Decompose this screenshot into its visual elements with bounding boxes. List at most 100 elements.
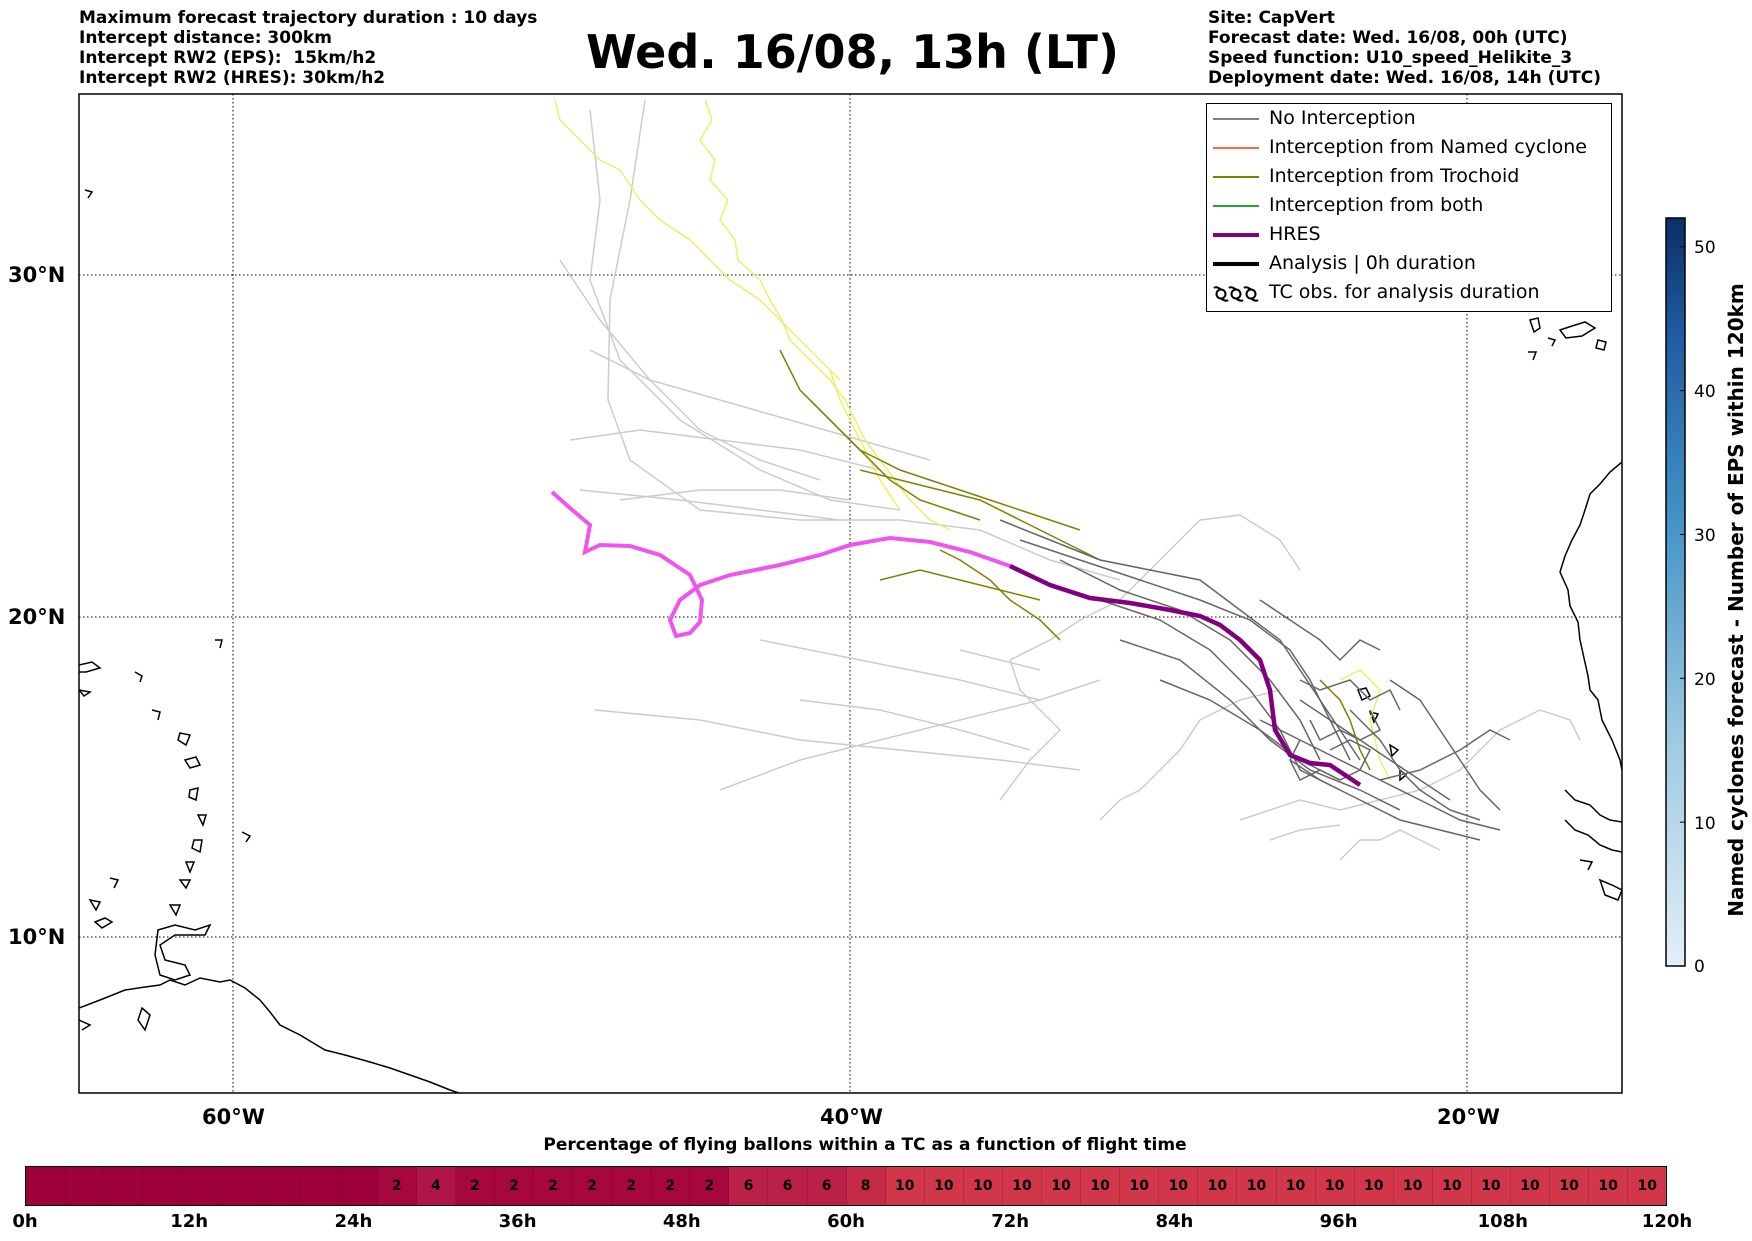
flight-bar-tick-label: 108h (1477, 1211, 1528, 1232)
legend-item-hres: HRES (1207, 220, 1611, 249)
lon-label-60w: 60°W (202, 1105, 265, 1129)
legend-swatch (1213, 147, 1259, 149)
colorbar-tick: 20 (1694, 670, 1716, 690)
flight-bar-segment: 4 (416, 1167, 456, 1205)
eps-trajectories-light (559, 99, 1581, 861)
lat-label-10n: 10°N (8, 925, 66, 949)
legend-label: Analysis | 0h duration (1269, 252, 1476, 274)
legend-label: Interception from Trochoid (1269, 165, 1520, 187)
legend-swatch (1213, 233, 1259, 237)
flight-bar-tick-label: 84h (1155, 1211, 1194, 1232)
flight-bar-segment: 2 (612, 1167, 652, 1205)
colorbar (1665, 217, 1686, 967)
legend-item-both: Interception from both (1207, 191, 1611, 220)
flight-bar-title: Percentage of flying ballons within a TC… (543, 1135, 1187, 1155)
colorbar-tick: 30 (1694, 526, 1716, 546)
flight-bar-segment: 10 (1589, 1167, 1629, 1205)
colorbar-label: Named cyclones forecast - Number of EPS … (1724, 283, 1748, 917)
lat-label-20n: 20°N (8, 605, 66, 629)
coastline (79, 189, 1622, 1093)
header-right-line: Site: CapVert (1208, 8, 1335, 28)
flight-bar-segment: 10 (1354, 1167, 1394, 1205)
flight-bar-tick-label: 96h (1319, 1211, 1358, 1232)
flight-bar-segment (26, 1167, 66, 1205)
colorbar-tick: 40 (1694, 382, 1716, 402)
hres-trajectory-bright (550, 490, 1011, 639)
legend-item-tc-obs: TC obs. for analysis duration (1207, 278, 1611, 307)
flight-bar-segment: 10 (1159, 1167, 1199, 1205)
flight-bar-segment: 10 (1081, 1167, 1121, 1205)
colorbar-tick: 10 (1694, 814, 1716, 834)
lat-label-30n: 30°N (8, 263, 66, 287)
flight-bar-segment: 10 (1471, 1167, 1511, 1205)
flight-bar-segment (260, 1167, 300, 1205)
legend-label: TC obs. for analysis duration (1269, 281, 1540, 303)
legend-item-named-cyclone: Interception from Named cyclone (1207, 133, 1611, 162)
header-left-line: Intercept RW2 (HRES): 30km/h2 (79, 68, 386, 88)
no-interception-trajectories (999, 519, 1511, 841)
flight-bar-segment: 10 (924, 1167, 964, 1205)
hres-trajectory (1009, 563, 1362, 787)
header-right-line: Forecast date: Wed. 16/08, 00h (UTC) (1208, 28, 1568, 48)
flight-bar-segment (338, 1167, 378, 1205)
legend-label: HRES (1269, 223, 1321, 245)
lon-label-20w: 20°W (1437, 1105, 1500, 1129)
flight-bar-segment: 10 (1237, 1167, 1277, 1205)
flight-bar-segment: 10 (1550, 1167, 1590, 1205)
colorbar-tick: 0 (1694, 957, 1705, 977)
flight-bar-segment: 10 (1042, 1167, 1082, 1205)
flight-bar-segment: 10 (1315, 1167, 1355, 1205)
colorbar-tick: 50 (1694, 238, 1716, 258)
flight-bar-segment: 10 (1120, 1167, 1160, 1205)
flight-bar-segment: 2 (651, 1167, 691, 1205)
flight-bar-tick-label: 60h (827, 1211, 865, 1232)
legend: No Interception Interception from Named … (1206, 103, 1612, 312)
tc-symbol-icon (1213, 286, 1259, 302)
flight-bar-segment (299, 1167, 339, 1205)
legend-swatch (1213, 118, 1259, 120)
flight-bar-segment: 10 (1002, 1167, 1043, 1205)
header-left-line: Intercept distance: 300km (79, 28, 332, 48)
header-right-line: Speed function: U10_speed_Helikite_3 (1208, 48, 1573, 68)
flight-bar-segment: 10 (885, 1167, 925, 1205)
flight-bar-segment: 2 (534, 1167, 574, 1205)
flight-bar-tick-label: 72h (991, 1211, 1030, 1232)
header-right-line: Deployment date: Wed. 16/08, 14h (UTC) (1208, 68, 1602, 88)
flight-bar-segment: 2 (573, 1167, 613, 1205)
legend-item-trochoid: Interception from Trochoid (1207, 162, 1611, 191)
flight-bar-segment: 8 (846, 1167, 886, 1205)
trochoid-trajectories (779, 349, 1371, 771)
legend-swatch (1213, 262, 1259, 266)
flight-bar-tick-label: 120h (1641, 1211, 1693, 1232)
flight-bar-tick-label: 24h (334, 1211, 373, 1232)
flight-time-bar: 2 4 2 2 2 2 2 2 2 6 6 6 8 10 10 10 10 10 10 10 10 10 10 10 10 10 1… (25, 1166, 1667, 1206)
flight-bar-tick-label: 48h (662, 1211, 701, 1232)
legend-label: Interception from Named cyclone (1269, 136, 1587, 158)
flight-bar-segment: 2 (455, 1167, 495, 1205)
legend-swatch (1213, 205, 1259, 207)
header-left-info: Maximum forecast trajectory duration : 1… (79, 8, 537, 88)
map-gridlines (79, 94, 1622, 1093)
flight-bar-segment (221, 1167, 261, 1205)
flight-bar-segment: 10 (1276, 1167, 1316, 1205)
lon-label-40w: 40°W (820, 1105, 883, 1129)
flight-bar-segment: 10 (1628, 1167, 1667, 1205)
flight-bar-segment: 6 (729, 1167, 769, 1205)
map-title: Wed. 16/08, 13h (LT) (586, 25, 1119, 79)
flight-bar-tick-label: 0h (12, 1211, 38, 1232)
flight-bar-segment: 6 (768, 1167, 808, 1205)
map-frame (78, 93, 1623, 1094)
flight-bar-segment (143, 1167, 183, 1205)
header-right-info: Site: CapVert Forecast date: Wed. 16/08,… (1208, 8, 1601, 88)
flight-bar-tick-label: 12h (170, 1211, 209, 1232)
legend-swatch (1213, 176, 1259, 178)
header-left-line: Maximum forecast trajectory duration : 1… (79, 8, 538, 28)
flight-bar-segment: 10 (1510, 1167, 1551, 1205)
flight-bar-segment: 10 (1393, 1167, 1433, 1205)
flight-bar-segment (182, 1167, 222, 1205)
legend-item-analysis: Analysis | 0h duration (1207, 249, 1611, 278)
flight-bar-segment: 10 (1432, 1167, 1472, 1205)
flight-bar-segment: 10 (963, 1167, 1003, 1205)
flight-bar-segment: 2 (377, 1167, 417, 1205)
